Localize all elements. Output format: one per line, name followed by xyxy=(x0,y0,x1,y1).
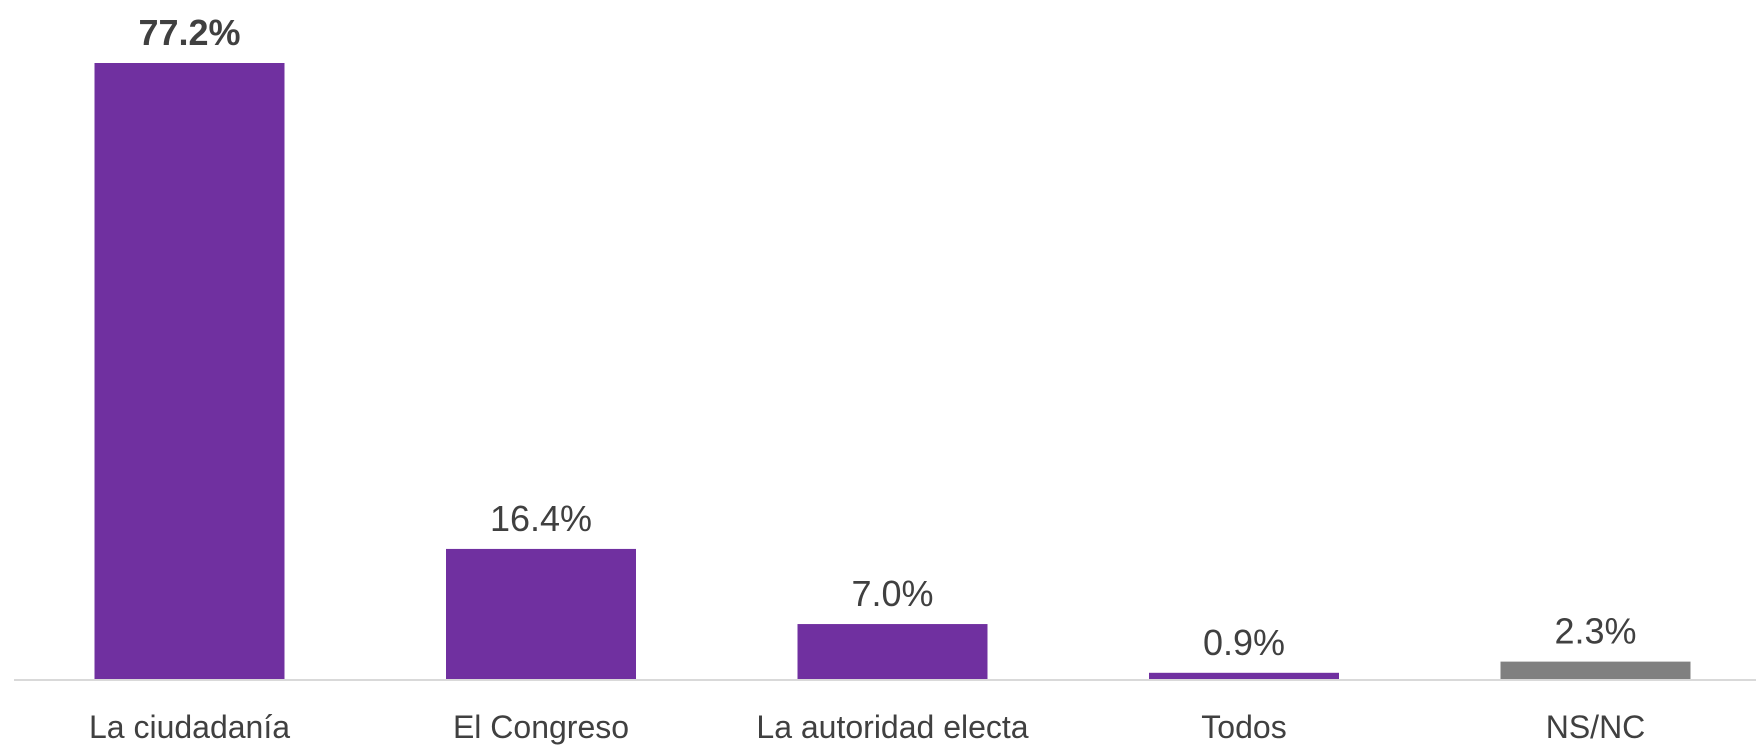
category-label-1: El Congreso xyxy=(453,709,629,745)
category-labels-layer: La ciudadanía El Congreso La autoridad ele… xyxy=(89,709,1645,745)
bar-2 xyxy=(797,624,988,680)
bar-1 xyxy=(446,548,636,680)
value-label-2: 7.0% xyxy=(851,573,933,614)
category-label-3: Todos xyxy=(1201,709,1286,745)
bars-layer xyxy=(94,63,1691,680)
bar-0 xyxy=(94,63,285,680)
bar-4 xyxy=(1500,661,1691,680)
category-label-4: NS/NC xyxy=(1546,709,1646,745)
value-label-1: 16.4% xyxy=(490,498,592,539)
value-label-4: 2.3% xyxy=(1554,611,1636,652)
value-labels-layer: 77.2% 16.4% 7.0% 0.9% 2.3% xyxy=(138,12,1636,663)
bar-3 xyxy=(1149,672,1339,680)
category-label-2: La autoridad electa xyxy=(756,709,1028,745)
category-label-0: La ciudadanía xyxy=(89,709,290,745)
value-label-0: 77.2% xyxy=(138,12,240,53)
value-label-3: 0.9% xyxy=(1203,622,1285,663)
